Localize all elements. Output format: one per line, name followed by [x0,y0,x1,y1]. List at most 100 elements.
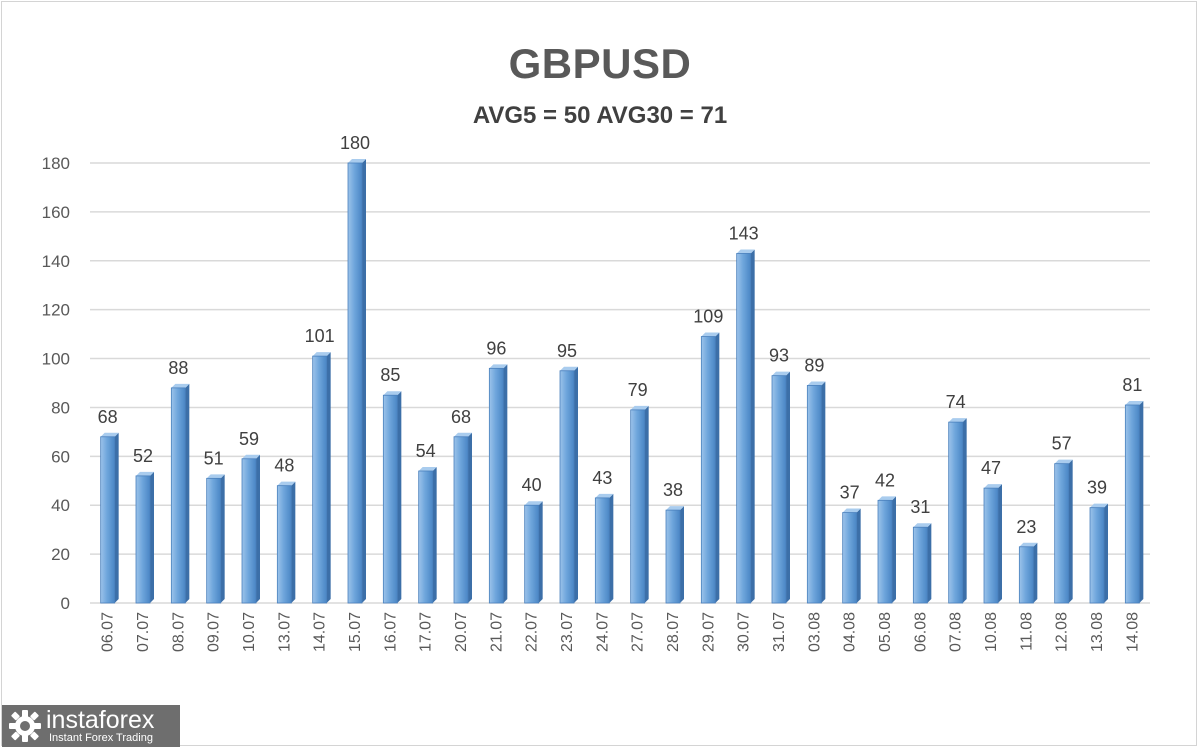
bar-top [489,364,508,369]
x-tick-label: 24.07 [594,612,611,652]
bar-top [100,432,119,437]
bar-top [312,352,331,357]
bar-front [135,475,151,604]
data-label: 39 [1087,478,1107,498]
bar-front [1054,463,1070,604]
bar-front [700,336,716,604]
data-label: 81 [1122,375,1142,395]
data-label: 43 [592,468,612,488]
bar-top [913,523,932,528]
bar-side [715,332,720,603]
logo-wordmark: instaforex [46,706,155,734]
y-tick-label: 0 [61,594,70,613]
bar-front [806,385,822,604]
bar-front [418,470,434,604]
bar [418,467,437,604]
bar [948,418,967,604]
bar [382,391,402,604]
y-tick-label: 80 [51,398,70,417]
bar [1018,542,1038,604]
bar [771,371,790,604]
x-tick-label: 21.07 [488,612,505,652]
bar-side [185,383,190,603]
bar-front [983,487,999,604]
bar-side [432,467,437,603]
data-label: 40 [522,475,542,495]
x-tick-label: 13.07 [276,612,293,652]
bar [983,484,1002,604]
bar-front [206,477,222,604]
bar-front [100,436,116,604]
bar-top [984,484,1002,489]
data-label: 96 [486,338,506,358]
x-tick-label: 09.07 [206,612,223,652]
bar [912,523,932,604]
data-label: 79 [628,380,648,400]
bar-side [1104,503,1108,603]
bar-front [948,421,964,604]
bar [524,501,543,604]
x-tick-label: 30.07 [736,612,753,652]
bar-top [878,496,896,501]
bar-top [348,159,366,163]
bar [594,493,614,604]
bar-top [277,481,296,486]
bar [241,454,260,604]
bar [700,332,720,604]
bar-side [644,405,649,603]
bar-front [347,162,363,604]
bar-front [559,370,575,604]
bar [170,383,190,604]
x-tick-label: 06.07 [100,612,117,652]
bar-side [962,418,967,603]
data-label: 37 [840,483,860,503]
x-tick-label: 28.07 [665,612,682,652]
bar-side [786,371,790,603]
x-tick-label: 11.08 [1018,612,1035,651]
gridlines [90,162,1150,604]
data-labels: 68 52 88 51 59 48 101 180 85 54 68 96 40 95 43 79 38 109 1… [98,133,1143,537]
bar-side [397,391,402,603]
bar [276,481,296,604]
bar-side [150,471,154,603]
bars [100,159,1144,604]
x-tick-label: 07.08 [948,612,965,652]
bar [1089,503,1108,604]
bar [1124,401,1144,604]
bar [453,432,472,604]
bar-front [630,409,646,604]
data-label: 51 [204,448,224,468]
y-tick-label: 40 [51,496,70,515]
x-tick-label: 06.08 [912,612,929,652]
bar [488,364,508,604]
bar [135,471,154,604]
bar-front [877,499,893,604]
bar-side [1139,401,1144,603]
bar-top [418,467,437,471]
bar-side [998,484,1002,603]
bar-top [1054,459,1073,464]
bar [665,506,684,604]
x-tick-label: 31.07 [771,612,788,652]
bar-top [136,471,154,476]
bar-top [1090,503,1108,508]
bar-top [595,493,614,498]
x-tick-label: 03.08 [806,612,823,652]
data-label: 143 [729,223,759,243]
data-label: 85 [380,365,400,385]
bar-front [170,387,186,604]
bar-side [503,364,508,603]
x-tick-label: 14.08 [1124,612,1141,652]
x-tick-label: 10.08 [983,612,1000,652]
bar-front [312,355,328,604]
bar-side [362,159,366,603]
x-tick-label: 07.07 [135,612,152,652]
bar-front [771,375,787,604]
bar-side [680,506,684,603]
y-tick-label: 160 [42,203,70,222]
bar [347,159,366,604]
bar-front [912,526,928,604]
data-label: 180 [340,133,370,153]
x-tick-label: 16.07 [382,612,399,652]
